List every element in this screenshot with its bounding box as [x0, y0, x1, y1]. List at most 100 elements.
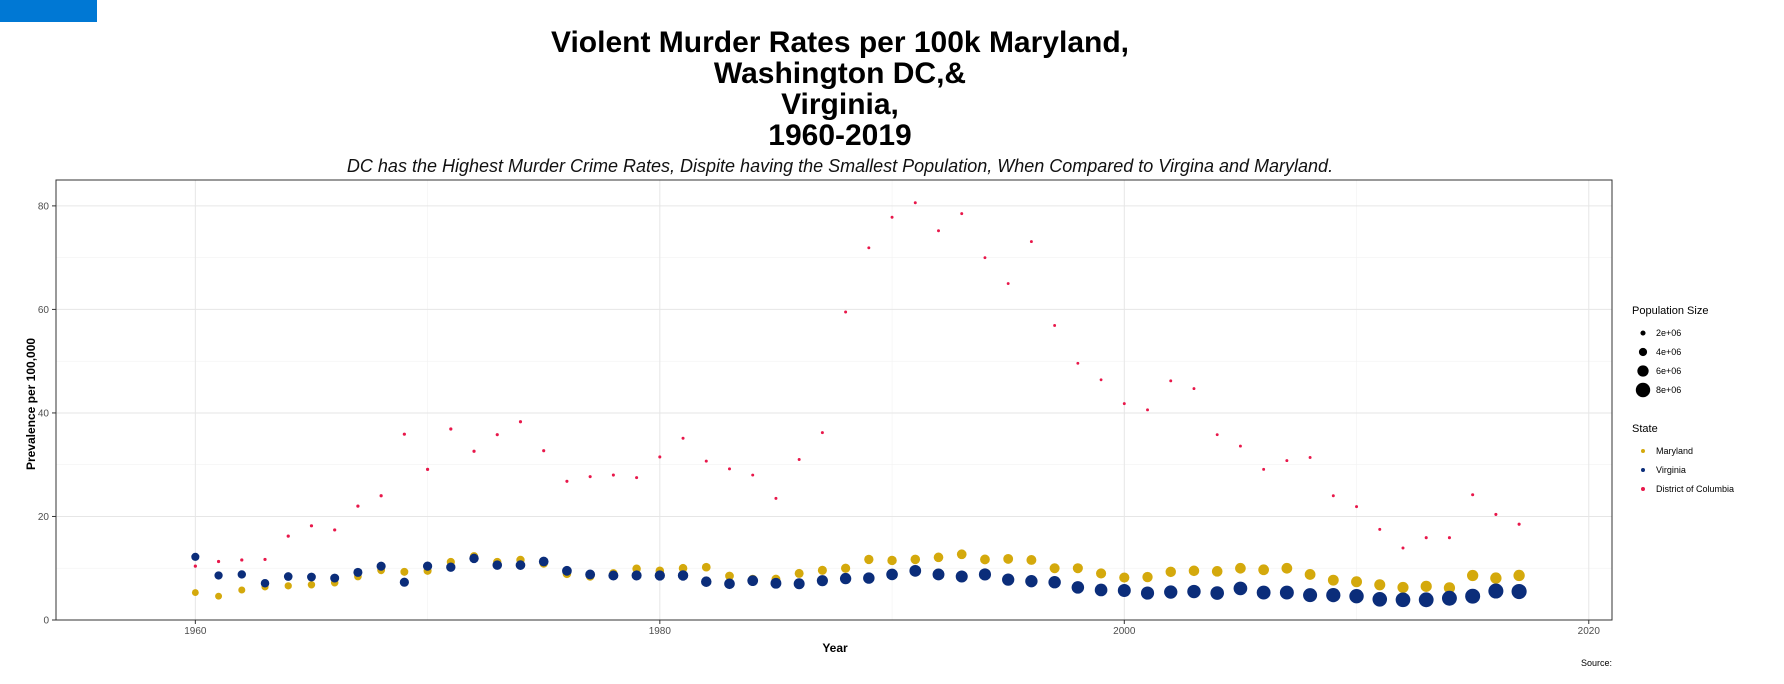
point-maryland-1969	[400, 567, 409, 576]
point-district-of-columbia-2009	[1331, 494, 1335, 498]
point-district-of-columbia-1987	[820, 431, 824, 435]
point-maryland-1991	[910, 554, 921, 565]
series-maryland	[191, 549, 1525, 600]
point-virginia-1979	[631, 570, 642, 581]
point-maryland-2008	[1304, 569, 1316, 580]
y-tick-label-20: 20	[38, 512, 50, 523]
size-legend-key-1	[1638, 347, 1648, 357]
point-district-of-columbia-1989	[867, 246, 871, 250]
point-virginia-2008	[1303, 588, 1318, 603]
series-virginia	[191, 552, 1527, 608]
point-district-of-columbia-1984	[751, 473, 755, 477]
point-district-of-columbia-1964	[286, 534, 290, 538]
point-district-of-columbia-1998	[1076, 361, 1080, 365]
point-virginia-2010	[1349, 588, 1364, 604]
point-district-of-columbia-2003	[1192, 387, 1196, 391]
point-virginia-1989	[863, 572, 875, 584]
point-maryland-2006	[1258, 564, 1269, 576]
size-legend-title: Population Size	[1632, 305, 1708, 317]
point-district-of-columbia-2011	[1378, 527, 1382, 531]
point-virginia-1968	[376, 561, 386, 571]
point-virginia-1965	[307, 572, 316, 582]
grid	[56, 180, 1612, 621]
point-maryland-2003	[1188, 565, 1200, 577]
point-virginia-1966	[330, 573, 340, 583]
point-district-of-columbia-2013	[1424, 536, 1428, 540]
axes: 1960 1980 2000 2020 0 20 40 60 80	[38, 201, 1600, 637]
point-virginia-1985	[770, 577, 782, 589]
point-maryland-2011	[1374, 579, 1386, 591]
point-maryland-2007	[1281, 562, 1293, 574]
point-maryland-1993	[956, 549, 967, 560]
point-virginia-1982	[701, 576, 712, 587]
point-virginia-1998	[1071, 581, 1085, 594]
point-maryland-1995	[1003, 553, 1014, 564]
chart-caption: Source:	[1581, 658, 1612, 668]
point-district-of-columbia-2012	[1401, 546, 1405, 550]
point-virginia-2017	[1511, 583, 1527, 600]
point-district-of-columbia-1982	[704, 459, 708, 463]
point-district-of-columbia-1961	[216, 559, 221, 564]
point-maryland-1987	[817, 565, 827, 575]
point-maryland-2014	[1443, 582, 1456, 594]
point-district-of-columbia-2005	[1238, 444, 1242, 448]
color-legend-key-0	[1641, 449, 1645, 453]
point-maryland-2010	[1351, 576, 1363, 588]
point-district-of-columbia-1991	[913, 201, 917, 205]
point-maryland-1994	[980, 554, 990, 565]
size-legend-key-3	[1635, 382, 1651, 398]
point-district-of-columbia-1975	[542, 449, 546, 453]
point-district-of-columbia-1981	[681, 436, 685, 440]
point-virginia-1964	[283, 572, 293, 581]
point-district-of-columbia-1990	[890, 215, 894, 219]
color-legend-label-2: District of Columbia	[1656, 484, 1734, 494]
size-legend-key-0	[1640, 330, 1646, 336]
point-district-of-columbia-1994	[983, 256, 987, 260]
size-legend-label-0: 2e+06	[1656, 328, 1681, 338]
point-virginia-1963	[260, 578, 270, 588]
point-virginia-2006	[1256, 585, 1271, 600]
point-virginia-1996	[1025, 575, 1038, 588]
point-maryland-1983	[725, 571, 734, 581]
point-virginia-1961	[214, 571, 223, 580]
color-legend-key-2	[1641, 487, 1645, 491]
point-virginia-2011	[1372, 592, 1388, 607]
point-maryland-2009	[1327, 574, 1339, 586]
data-points	[191, 201, 1527, 608]
point-district-of-columbia-1995	[1006, 282, 1010, 285]
point-district-of-columbia-1997	[1053, 324, 1057, 327]
point-virginia-1986	[793, 578, 805, 590]
point-district-of-columbia-1965	[309, 524, 314, 528]
point-maryland-1990	[887, 555, 897, 566]
point-virginia-1981	[677, 570, 689, 581]
point-district-of-columbia-1963	[263, 557, 267, 562]
point-maryland-1960	[191, 589, 199, 596]
point-district-of-columbia-1973	[495, 433, 499, 437]
x-tick-label-2000: 2000	[1113, 626, 1136, 637]
point-virginia-1983	[724, 578, 735, 590]
point-virginia-2014	[1441, 590, 1457, 606]
color-legend-label-0: Maryland	[1656, 446, 1693, 456]
y-tick-label-60: 60	[38, 305, 50, 316]
point-district-of-columbia-2001	[1146, 408, 1149, 412]
point-district-of-columbia-2008	[1308, 455, 1312, 459]
point-virginia-2015	[1465, 588, 1481, 604]
y-tick-label-80: 80	[38, 201, 50, 212]
point-district-of-columbia-2004	[1215, 433, 1219, 437]
point-maryland-2013	[1420, 580, 1432, 592]
color-legend-key-1	[1641, 468, 1645, 472]
size-legend-label-3: 8e+06	[1656, 385, 1681, 395]
point-virginia-2004	[1210, 586, 1224, 600]
point-virginia-1967	[353, 567, 363, 577]
point-virginia-1960	[191, 552, 200, 561]
point-maryland-1979	[632, 564, 641, 573]
point-virginia-1990	[886, 568, 898, 581]
point-district-of-columbia-1970	[425, 467, 430, 471]
point-virginia-2003	[1187, 584, 1201, 599]
chart-title: Violent Murder Rates per 100k Maryland, …	[551, 26, 1129, 152]
point-district-of-columbia-1983	[727, 467, 731, 471]
point-district-of-columbia-1967	[356, 504, 360, 508]
point-maryland-2001	[1142, 571, 1153, 583]
point-district-of-columbia-2015	[1471, 493, 1475, 497]
point-maryland-1992	[933, 552, 944, 563]
